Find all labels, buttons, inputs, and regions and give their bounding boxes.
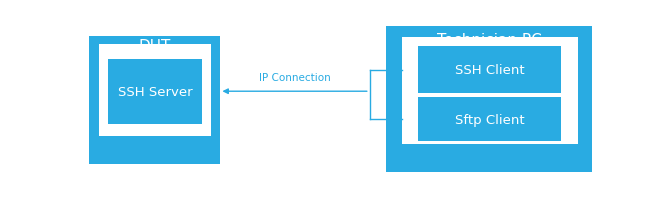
- FancyBboxPatch shape: [89, 36, 220, 164]
- FancyBboxPatch shape: [99, 45, 211, 136]
- Text: IP Connection: IP Connection: [259, 73, 331, 83]
- FancyBboxPatch shape: [386, 27, 592, 172]
- Text: Sftp Client: Sftp Client: [455, 113, 524, 126]
- FancyBboxPatch shape: [108, 59, 202, 124]
- FancyBboxPatch shape: [418, 47, 561, 93]
- Text: SSH Server: SSH Server: [118, 85, 192, 98]
- Text: Technician PC: Technician PC: [437, 33, 541, 48]
- FancyBboxPatch shape: [418, 98, 561, 141]
- FancyBboxPatch shape: [402, 38, 577, 144]
- Text: SSH Client: SSH Client: [455, 64, 524, 77]
- Text: DUT: DUT: [139, 39, 170, 54]
